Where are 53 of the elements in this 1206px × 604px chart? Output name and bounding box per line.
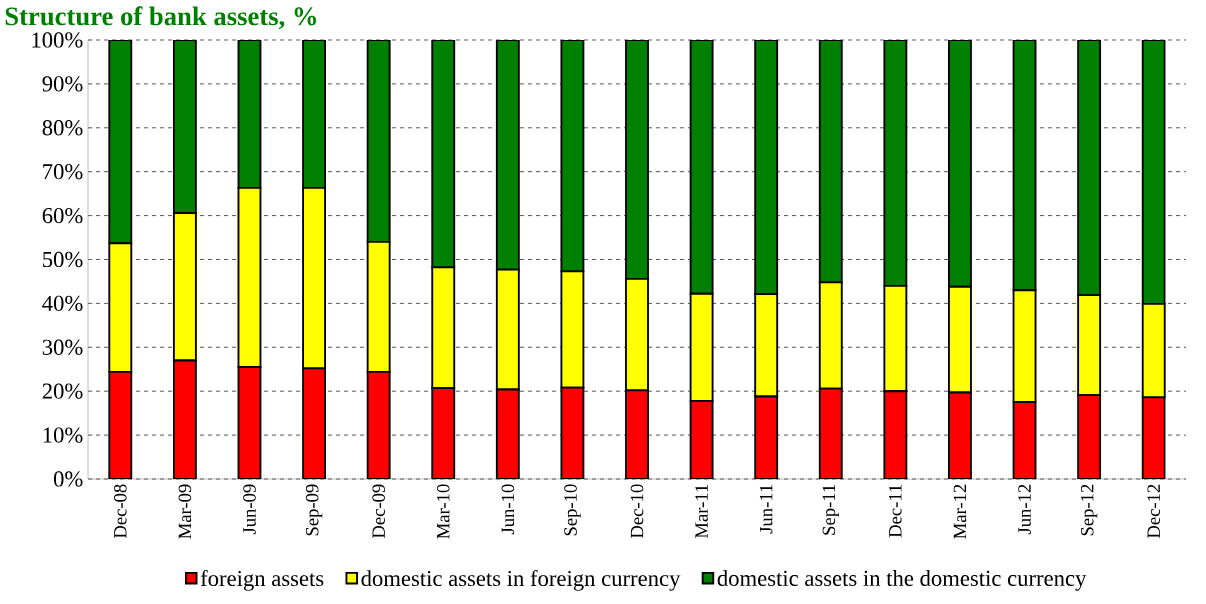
x-tick-label: Jun-11 — [759, 484, 773, 534]
legend-label: foreign assets — [200, 569, 324, 591]
legend-label: domestic assets in the domestic currency — [717, 570, 1087, 591]
bar — [172, 359, 197, 479]
bar — [172, 40, 197, 214]
x-tick-label: Mar-12 — [953, 484, 967, 539]
bar — [1012, 40, 1037, 292]
bar — [1012, 401, 1037, 479]
bar — [1077, 40, 1102, 296]
bar — [560, 40, 585, 273]
x-tick-label: Dec-11 — [889, 484, 902, 538]
y-tick-label: 40% — [42, 295, 83, 312]
x-tick-label: Jun-10 — [501, 484, 515, 535]
x-tick-label: Jun-09 — [243, 484, 256, 535]
y-tick-label: 90% — [42, 76, 83, 92]
x-tick-label: Sep-10 — [564, 484, 581, 536]
y-tick-label: 50% — [43, 251, 83, 268]
bar — [818, 40, 843, 284]
bar — [108, 40, 133, 245]
bar — [495, 40, 520, 271]
x-tick-label: Dec-10 — [630, 484, 644, 539]
x-tick-label: Mar-10 — [436, 484, 450, 539]
legend-label: domestic assets in foreign currency — [361, 569, 681, 591]
x-tick-label: Mar-11 — [695, 484, 708, 539]
y-tick-label: 30% — [42, 339, 83, 355]
y-tick-label: 60% — [42, 207, 83, 224]
bar — [625, 40, 649, 280]
bar — [754, 40, 779, 296]
y-tick-label: 70% — [43, 164, 83, 180]
y-tick-label: 100% — [32, 32, 83, 48]
x-tick-label: Sep-11 — [822, 484, 839, 535]
bar — [1141, 40, 1166, 305]
bar — [431, 40, 456, 269]
y-tick-label: 20% — [42, 383, 83, 399]
y-tick-label: 80% — [42, 120, 83, 136]
bar — [237, 40, 262, 189]
x-tick-label: Jun-12 — [1018, 484, 1031, 535]
y-tick-label: 0% — [53, 471, 83, 487]
x-tick-label: Dec-12 — [1147, 484, 1160, 539]
bar — [948, 40, 972, 288]
x-tick-label: Sep-09 — [305, 484, 323, 536]
bar — [366, 40, 391, 243]
x-tick-label: Dec-09 — [372, 484, 385, 539]
bar — [883, 40, 908, 287]
y-tick-label: 10% — [43, 427, 83, 443]
chart-title: Structure of bank assets, % — [5, 6, 317, 30]
x-tick-label: Mar-09 — [178, 484, 192, 539]
x-tick-label: Dec-08 — [113, 484, 127, 539]
bar — [237, 366, 262, 479]
bar — [689, 40, 714, 295]
bar — [302, 40, 327, 189]
x-tick-label: Sep-12 — [1080, 484, 1098, 536]
bar — [302, 367, 327, 479]
